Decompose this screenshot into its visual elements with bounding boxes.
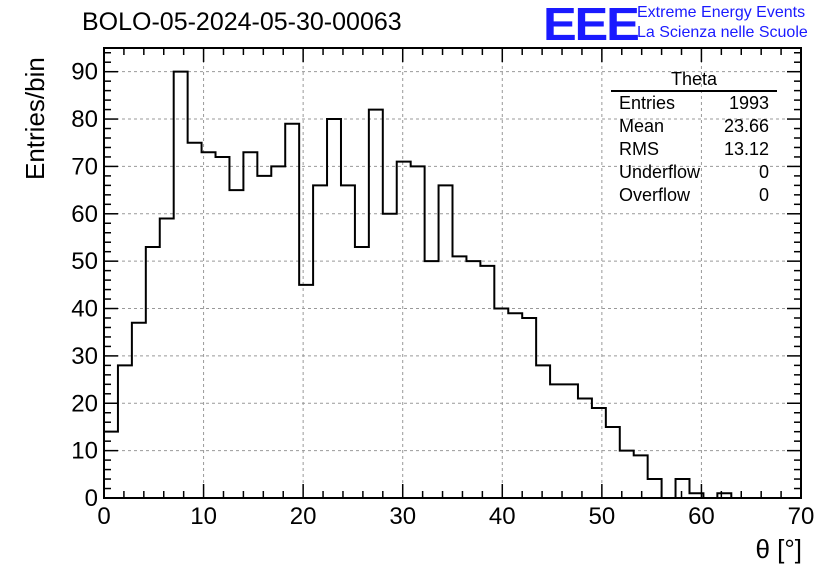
x-tick-label: 0: [97, 503, 110, 530]
x-tick-label: 30: [389, 503, 416, 530]
chart-title: BOLO-05-2024-05-30-00063: [82, 8, 402, 36]
axis-ticks: [103, 48, 802, 499]
stats-label: Mean: [619, 116, 665, 136]
x-tick-label: 10: [190, 503, 217, 530]
stats-label: Entries: [619, 93, 676, 113]
stats-row-mean: Mean 23.66: [611, 115, 777, 138]
x-tick-label: 40: [489, 503, 516, 530]
y-tick-label: 10: [71, 438, 98, 465]
stats-label: RMS: [619, 139, 659, 159]
stats-value: 0: [758, 185, 769, 205]
stats-row-entries: Entries 1993: [611, 92, 777, 115]
plot-frame: [103, 47, 802, 499]
x-tick-label: 60: [688, 503, 715, 530]
stats-row-rms: RMS 13.12: [611, 138, 777, 161]
y-tick-label: 30: [71, 343, 98, 370]
stats-label: Overflow: [619, 185, 691, 205]
stats-row-overflow: Overflow 0: [611, 184, 777, 207]
stats-value: 23.66: [723, 116, 769, 136]
y-tick-label: 70: [71, 153, 98, 180]
stats-label: Underflow: [619, 162, 701, 182]
y-tick-label: 80: [71, 106, 98, 133]
y-tick-label: 60: [71, 201, 98, 228]
stats-value: 13.12: [723, 139, 769, 159]
y-tick-labels: 0 10 20 30 40 50 60 70 80 90: [71, 59, 98, 512]
stats-box: Theta Entries 1993 Mean 23.66 RMS 13.12 …: [611, 68, 777, 207]
x-tick-labels: 0 10 20 30 40 50 60 70: [97, 503, 814, 530]
y-tick-label: 50: [71, 248, 98, 275]
y-tick-label: 90: [71, 59, 98, 86]
y-tick-label: 0: [85, 485, 98, 512]
y-tick-label: 40: [71, 296, 98, 323]
x-axis-label: θ [°]: [755, 534, 802, 564]
x-tick-label: 50: [589, 503, 616, 530]
y-tick-label: 20: [71, 390, 98, 417]
stats-value: 1993: [728, 93, 769, 113]
logo-line-1: Extreme Energy Events: [637, 4, 806, 21]
x-tick-label: 70: [788, 503, 815, 530]
stats-title: Theta: [611, 68, 777, 92]
y-axis-label: Entries/bin: [20, 57, 50, 180]
x-tick-label: 20: [290, 503, 317, 530]
eee-logo: EEE: [543, 0, 640, 50]
histogram-outline: [103, 70, 801, 499]
stats-row-underflow: Underflow 0: [611, 161, 777, 184]
logo-line-2: La Scienza nelle Scuole: [637, 24, 808, 41]
stats-value: 0: [758, 162, 769, 182]
